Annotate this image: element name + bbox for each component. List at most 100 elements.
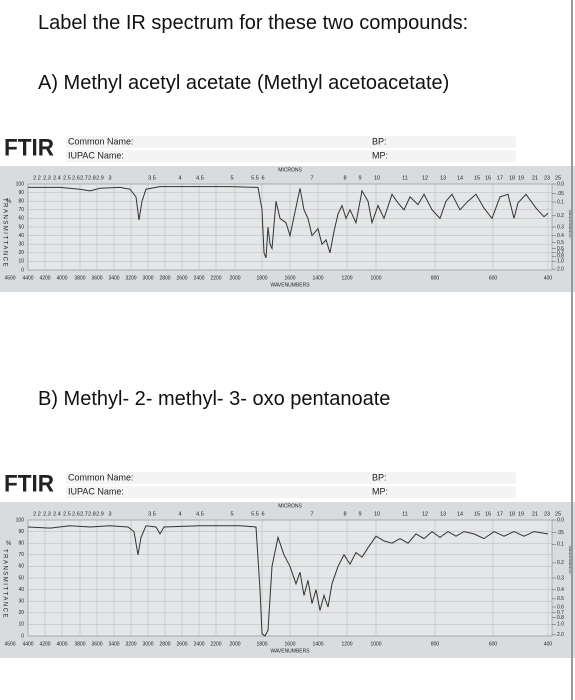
x-tick-label: 400 <box>544 275 553 281</box>
y-tick-label: 10 <box>18 259 24 265</box>
y-tick-label: 60 <box>18 216 24 222</box>
field-label: IUPAC Name: <box>68 486 124 496</box>
y-tick-label: 100 <box>16 181 25 187</box>
field <box>66 486 516 498</box>
micron-label: 2.5 <box>63 511 71 517</box>
micron-label: 3 <box>108 175 111 181</box>
x-tick-label: 400 <box>544 641 553 647</box>
micron-label: 19 <box>518 511 524 517</box>
y2-tick-label: 0.8 <box>557 615 564 621</box>
micron-label: 18 <box>509 511 515 517</box>
x-tick-label: 2600 <box>176 275 187 281</box>
logo: FTIR <box>4 134 54 161</box>
micron-label: 25 <box>555 175 561 181</box>
micron-label: 2.3 <box>43 511 51 517</box>
micron-label: 17 <box>497 511 503 517</box>
y2-tick-label: 2.0 <box>557 632 564 638</box>
micron-label: 16 <box>485 175 491 181</box>
micron-label: 18 <box>509 175 515 181</box>
page-edge <box>571 0 573 700</box>
field <box>66 150 516 162</box>
x-tick-label: 600 <box>489 275 498 281</box>
y2-tick-label: 0.3 <box>557 575 564 581</box>
micron-label: 12 <box>422 511 428 517</box>
y-tick-label: 30 <box>18 599 24 605</box>
spectrum-panel: FTIR Common Name:IUPAC Name:BP:MP:1009080… <box>0 468 575 658</box>
question: Label the IR spectrum for these two comp… <box>38 12 469 34</box>
x-tick-label: 4000 <box>56 275 67 281</box>
x-tick-label: 1400 <box>312 275 323 281</box>
micron-label: 15 <box>474 511 480 517</box>
axis-label: MICRONS <box>278 167 302 173</box>
x-tick-label: 3400 <box>108 641 119 647</box>
y2-tick-label: 0.3 <box>557 224 564 230</box>
micron-label: 2.8 <box>88 511 96 517</box>
micron-label: 5.5 <box>251 511 259 517</box>
micron-label: 4.5 <box>196 511 204 517</box>
y2-tick-label: 0.6 <box>557 604 564 610</box>
heading: B) Methyl- 2- methyl- 3- oxo pentanoate <box>38 388 391 410</box>
y2-tick-label: 0.2 <box>557 213 564 219</box>
y-tick-label: 20 <box>18 610 24 616</box>
micron-label: 6 <box>261 175 264 181</box>
x-tick-label: 3200 <box>125 641 136 647</box>
field <box>66 136 516 148</box>
x-tick-label: 3200 <box>125 275 136 281</box>
axis-label: ABSORBANCE <box>568 210 573 238</box>
x-tick-label: 4000 <box>56 641 67 647</box>
micron-label: 21 <box>532 511 538 517</box>
x-tick-label: 4200 <box>39 641 50 647</box>
y2-tick-label: 0.0 <box>557 517 564 523</box>
y2-tick-label: 2.0 <box>557 266 564 272</box>
y2-tick-label: 0.4 <box>557 587 564 593</box>
micron-label: 2.6 <box>72 175 80 181</box>
axis-label: WAVENUMBERS <box>270 648 310 654</box>
micron-label: 3.5 <box>148 511 156 517</box>
y2-tick-label: 0.1 <box>557 542 564 548</box>
micron-label: 7 <box>310 175 313 181</box>
x-tick-label: 4500 <box>4 641 15 647</box>
micron-label: 10 <box>374 511 380 517</box>
x-tick-label: 2000 <box>229 275 240 281</box>
y2-tick-label: 0.5 <box>557 240 564 246</box>
micron-label: 2.6 <box>72 511 80 517</box>
micron-label: 2.8 <box>88 175 96 181</box>
x-tick-label: 1200 <box>341 641 352 647</box>
axis-label: % <box>6 199 12 205</box>
micron-label: 14 <box>457 175 463 181</box>
y-tick-label: 40 <box>18 587 24 593</box>
y-tick-label: 0 <box>21 267 24 273</box>
y-tick-label: 0 <box>21 633 24 639</box>
y2-tick-label: 1.0 <box>557 259 564 265</box>
micron-label: 6 <box>261 511 264 517</box>
y2-tick-label: .05 <box>557 530 564 536</box>
axis-label: % <box>6 541 12 547</box>
x-tick-label: 3600 <box>91 275 102 281</box>
x-tick-label: 1800 <box>256 641 267 647</box>
y2-tick-label: 0.4 <box>557 233 564 239</box>
y-tick-label: 50 <box>18 224 24 230</box>
micron-label: 2.2 <box>33 511 41 517</box>
x-tick-label: 2800 <box>159 641 170 647</box>
micron-label: 25 <box>555 511 561 517</box>
micron-label: 19 <box>518 175 524 181</box>
micron-label: 2.3 <box>43 175 51 181</box>
y2-tick-label: 0.5 <box>557 596 564 602</box>
x-tick-label: 2200 <box>210 275 221 281</box>
micron-label: 2.2 <box>33 175 41 181</box>
y2-tick-label: 0.0 <box>557 181 564 187</box>
x-tick-label: 3000 <box>142 275 153 281</box>
y2-tick-label: 0.1 <box>557 199 564 205</box>
micron-label: 8 <box>343 511 346 517</box>
field-label: MP: <box>372 150 388 160</box>
micron-label: 4.5 <box>196 175 204 181</box>
x-tick-label: 1400 <box>312 641 323 647</box>
y-tick-label: 90 <box>18 529 24 535</box>
micron-label: 5 <box>230 175 233 181</box>
micron-label: 2.9 <box>96 175 104 181</box>
x-tick-label: 1600 <box>284 641 295 647</box>
axis-label: TRANSMITTANCE <box>1 198 7 268</box>
field-label: BP: <box>372 136 387 146</box>
micron-label: 2.5 <box>63 175 71 181</box>
